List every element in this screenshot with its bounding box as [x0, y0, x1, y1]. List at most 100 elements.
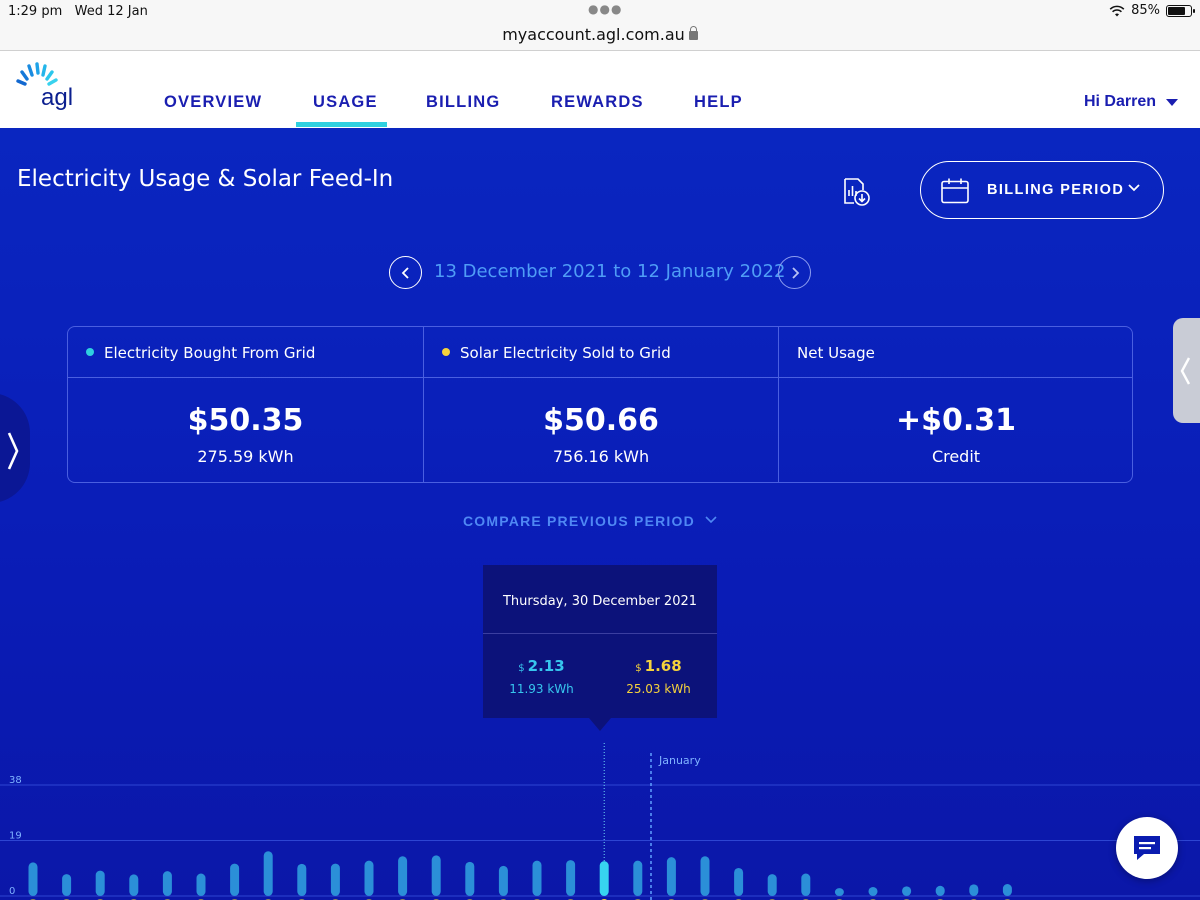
- bought-bar: [633, 860, 643, 896]
- nav-usage[interactable]: USAGE: [313, 93, 378, 111]
- nav-help[interactable]: HELP: [694, 93, 743, 111]
- page-title: Electricity Usage & Solar Feed-In: [17, 166, 394, 192]
- nav-overview[interactable]: OVERVIEW: [164, 93, 263, 111]
- usage-summary-card: Electricity Bought From Grid $50.35 275.…: [67, 326, 1133, 483]
- bought-bar: [129, 874, 139, 896]
- summary-bought-kwh: 275.59 kWh: [197, 447, 294, 466]
- tooltip-sold-cost: $1.68: [600, 657, 717, 675]
- next-period-button[interactable]: [778, 256, 811, 289]
- bought-bar: [801, 873, 811, 896]
- logo-text: agl: [41, 84, 74, 111]
- bought-bar: [330, 863, 340, 896]
- battery-fill: [1168, 6, 1185, 15]
- chevron-right-icon: [792, 267, 800, 279]
- battery-icon: [1166, 4, 1195, 17]
- summary-net-header: Net Usage: [779, 327, 1133, 378]
- bought-bar: [734, 867, 744, 896]
- multitask-dots-icon[interactable]: ●●●: [588, 2, 623, 16]
- bought-bar: [28, 862, 38, 896]
- bought-bar: [498, 865, 508, 896]
- summary-bought-label: Electricity Bought From Grid: [104, 344, 316, 362]
- user-menu[interactable]: Hi Darren: [1084, 93, 1178, 111]
- nav-billing[interactable]: BILLING: [426, 93, 501, 111]
- summary-bought-header: Electricity Bought From Grid: [68, 327, 423, 378]
- bought-legend-dot: [86, 348, 94, 356]
- bought-bar: [196, 873, 206, 896]
- summary-sold-amount: $50.66: [543, 403, 659, 438]
- agl-logo[interactable]: agl: [15, 60, 77, 118]
- bought-bar: [599, 861, 609, 896]
- currency-symbol: $: [635, 663, 642, 674]
- summary-net: Net Usage +$0.31 Credit: [778, 327, 1133, 482]
- bought-bar: [1002, 884, 1012, 896]
- bought-bar: [162, 871, 172, 896]
- bought-bar: [868, 886, 878, 896]
- summary-net-status: Credit: [931, 447, 981, 466]
- bought-bar: [95, 870, 105, 896]
- bought-bar: [566, 860, 576, 896]
- tooltip-bought-cost: $2.13: [483, 657, 600, 675]
- chevron-down-icon[interactable]: [704, 514, 718, 526]
- period-range: 13 December 2021 to 12 January 2022: [434, 261, 786, 282]
- wifi-icon: [1109, 5, 1125, 16]
- summary-bought-amount: $50.35: [187, 403, 304, 438]
- status-right: 85%: [1109, 3, 1195, 18]
- tooltip-date: Thursday, 30 December 2021: [502, 594, 698, 609]
- tooltip-bought-amount: 2.13: [527, 657, 565, 675]
- day-tooltip: Thursday, 30 December 2021 $2.13 11.93 k…: [483, 565, 717, 731]
- tooltip-sold-kwh: 25.03 kWh: [626, 682, 691, 696]
- chevron-right-icon: [7, 432, 19, 470]
- battery-percent: 85%: [1131, 3, 1160, 18]
- sold-legend-dot: [442, 348, 450, 356]
- expand-left-handle[interactable]: [0, 393, 30, 503]
- summary-net-amount: +$0.31: [895, 403, 1017, 438]
- y-tick-label: 0: [9, 886, 15, 897]
- nav-rewards[interactable]: REWARDS: [551, 93, 644, 111]
- summary-sold-kwh: 756.16 kWh: [552, 447, 650, 466]
- bought-bar: [834, 888, 844, 896]
- previous-period-button[interactable]: [389, 256, 422, 289]
- agl-logo-rays-icon: [16, 62, 58, 86]
- chevron-down-icon: [1128, 184, 1140, 192]
- daily-usage-chart: 38190kWhJanuary: [0, 743, 1200, 900]
- summary-sold: Solar Electricity Sold to Grid $50.66 75…: [423, 327, 778, 482]
- bought-bar: [431, 855, 441, 896]
- address-bar[interactable]: myaccount.agl.com.au: [0, 24, 1200, 51]
- expand-right-handle[interactable]: [1173, 318, 1200, 423]
- bought-bar: [398, 856, 408, 896]
- url-text[interactable]: myaccount.agl.com.au: [502, 25, 685, 44]
- top-nav: agl OVERVIEW USAGE BILLING REWARDS HELP …: [0, 51, 1200, 128]
- billing-period-dropdown[interactable]: BILLING PERIOD: [920, 161, 1164, 219]
- chat-icon: [1134, 836, 1160, 860]
- bought-bar: [263, 851, 273, 896]
- calendar-icon: [941, 178, 969, 204]
- bought-bar: [969, 884, 979, 896]
- summary-sold-header: Solar Electricity Sold to Grid: [424, 327, 778, 378]
- caret-down-icon: [1166, 98, 1178, 106]
- bought-bar: [364, 860, 374, 896]
- bought-bar: [902, 886, 912, 896]
- chat-button[interactable]: [1116, 817, 1178, 879]
- summary-sold-label: Solar Electricity Sold to Grid: [460, 344, 671, 362]
- tooltip-divider: [483, 633, 717, 634]
- status-time: 1:29 pm Wed 12 Jan: [8, 4, 148, 19]
- period-navigator: 13 December 2021 to 12 January 2022: [0, 256, 1200, 290]
- y-tick-label: 38: [9, 775, 22, 786]
- active-tab-underline: [296, 122, 387, 127]
- user-greeting: Hi Darren: [1083, 93, 1156, 110]
- chevron-left-icon: [1180, 357, 1191, 385]
- summary-net-label: Net Usage: [797, 344, 875, 362]
- bought-bar: [700, 856, 710, 896]
- billing-period-label: BILLING PERIOD: [987, 182, 1125, 198]
- download-report-icon[interactable]: [840, 176, 872, 208]
- lock-icon: [688, 26, 698, 40]
- currency-symbol: $: [518, 663, 525, 674]
- bought-bar: [297, 863, 307, 896]
- bought-bar: [465, 861, 475, 896]
- month-marker-label: January: [658, 754, 701, 767]
- bought-bar: [230, 863, 240, 896]
- compare-previous-period-toggle[interactable]: COMPARE PREVIOUS PERIOD: [463, 513, 695, 529]
- bought-bar: [935, 885, 945, 896]
- tooltip-sold-amount: 1.68: [644, 657, 682, 675]
- bought-bar: [666, 857, 676, 896]
